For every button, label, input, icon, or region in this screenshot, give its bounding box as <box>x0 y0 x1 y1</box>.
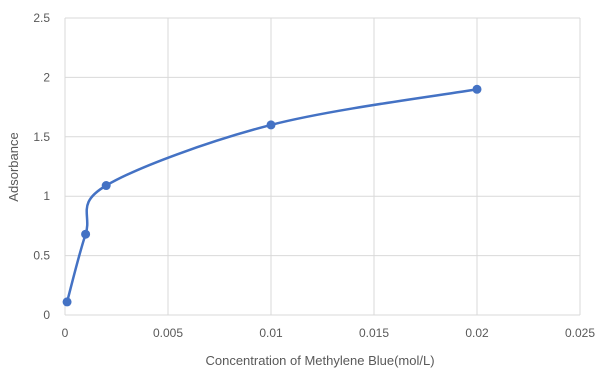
series-line <box>65 88 479 304</box>
data-point <box>62 297 72 307</box>
y-axis-title: Adsorbance <box>6 132 21 201</box>
data-point <box>472 84 482 94</box>
x-tick-label: 0 <box>62 326 69 340</box>
data-point <box>101 181 111 191</box>
y-tick-label: 2.5 <box>33 11 50 25</box>
y-tick-label: 1.5 <box>33 130 50 144</box>
x-tick-label: 0.025 <box>565 326 595 340</box>
y-tick-label: 2 <box>43 70 50 84</box>
data-point <box>266 120 276 130</box>
data-point <box>81 229 91 239</box>
x-tick-label: 0.02 <box>465 326 489 340</box>
x-tick-label: 0.015 <box>359 326 389 340</box>
x-tick-label: 0.005 <box>153 326 183 340</box>
y-tick-label: 0.5 <box>33 249 50 263</box>
labels: Concentration of Methylene Blue(mol/L) A… <box>6 132 435 368</box>
y-tick-label: 1 <box>43 189 50 203</box>
y-tick-label: 0 <box>43 308 50 322</box>
gridlines <box>64 17 581 315</box>
axes: 0 0.5 1 1.5 2 2.5 0 0.005 0.01 0.015 0.02 0.025 <box>33 11 595 340</box>
x-tick-label: 0.01 <box>259 326 283 340</box>
series-layer <box>62 84 482 307</box>
x-axis-title: Concentration of Methylene Blue(mol/L) <box>205 353 434 368</box>
